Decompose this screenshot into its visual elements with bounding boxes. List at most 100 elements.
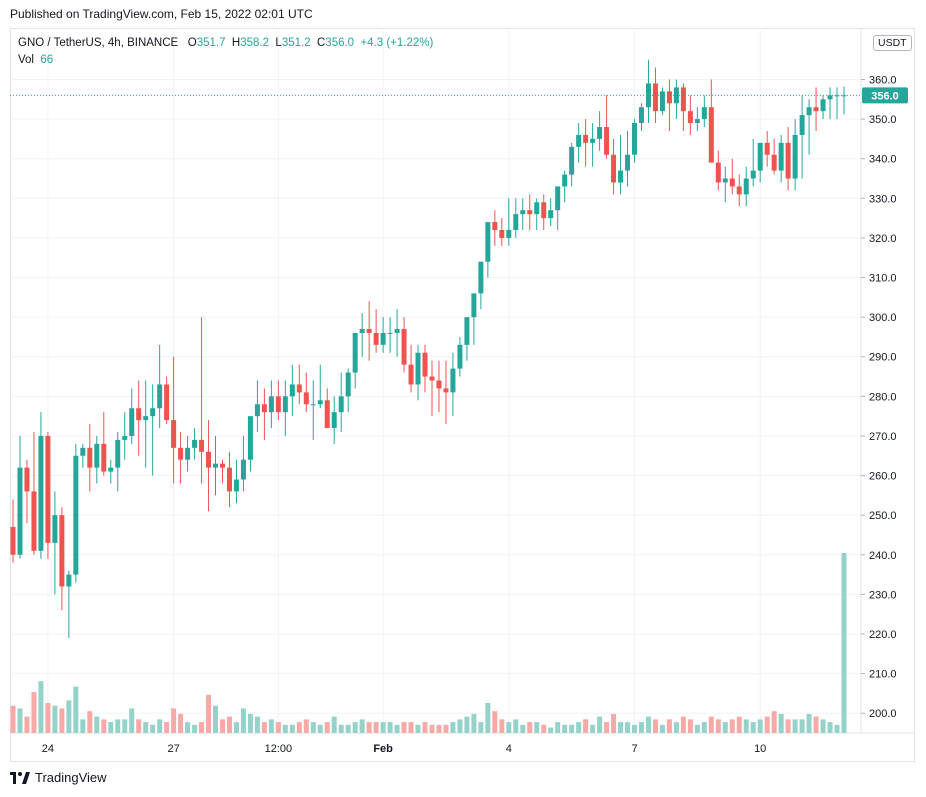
candle-body	[645, 83, 651, 108]
candle	[164, 376, 170, 425]
candle	[59, 507, 65, 611]
candle	[401, 317, 407, 373]
tradingview-logo[interactable]: TradingView	[10, 770, 107, 785]
candle-body	[485, 222, 491, 262]
volume-bar	[240, 708, 246, 733]
y-tick-label: 310.0	[869, 273, 897, 285]
candle-body	[373, 332, 379, 345]
candle	[213, 435, 219, 496]
price-axis: 200.0 210.0 220.0 230.0 240.0 250.0 260.0 270.0…	[861, 74, 897, 720]
candle	[73, 443, 79, 583]
candle	[457, 336, 463, 377]
candle	[611, 138, 617, 195]
candle-body	[129, 408, 135, 436]
volume-bar	[652, 719, 658, 733]
volume-bar	[122, 719, 128, 733]
candle-body	[206, 451, 212, 468]
volume-bar	[534, 722, 540, 733]
candle-body	[282, 396, 288, 413]
candle-body	[513, 214, 519, 230]
candle-body	[590, 138, 596, 143]
candle	[687, 95, 693, 135]
candle-body	[729, 178, 735, 187]
candle	[171, 356, 177, 484]
candle	[10, 499, 16, 563]
volume-bar	[52, 705, 58, 733]
volume-bar	[289, 724, 295, 733]
candle	[45, 431, 51, 559]
brand-name: TradingView	[35, 770, 107, 785]
candle	[632, 119, 638, 163]
candle	[352, 332, 358, 389]
volume-bar	[632, 724, 638, 733]
y-tick-label: 270.0	[869, 431, 897, 443]
candle	[345, 368, 351, 413]
volume-bar	[750, 722, 756, 733]
volume-bar	[331, 716, 337, 733]
volume-bar	[618, 722, 624, 733]
candle-body	[750, 170, 756, 179]
volume-bar	[129, 708, 135, 733]
volume-bar	[352, 722, 358, 733]
volume-bar	[422, 722, 428, 733]
volume-bar	[771, 711, 777, 733]
candle	[240, 435, 246, 492]
candle	[275, 380, 281, 421]
volume-bar	[338, 724, 344, 733]
candle-body	[499, 229, 505, 238]
candle	[233, 459, 239, 504]
candle-body	[171, 420, 177, 448]
candle	[785, 127, 791, 191]
open-value: 351.7	[196, 37, 226, 49]
volume-bar	[38, 681, 44, 733]
candle	[101, 412, 107, 476]
candle	[122, 412, 128, 460]
volume-bar	[108, 722, 114, 733]
candlestick-chart[interactable]: 356.0 200.0 210.0 220.0 230.0 240.0 250.0 260.…	[10, 28, 916, 763]
y-tick-label: 340.0	[869, 154, 897, 166]
candle-body	[541, 202, 547, 219]
volume-bar	[150, 724, 156, 733]
candle-body	[813, 107, 819, 112]
volume-bar	[708, 716, 714, 733]
candle	[618, 134, 624, 195]
volume-bar	[813, 716, 819, 733]
volume-bar	[604, 722, 610, 733]
candle	[150, 384, 156, 476]
volume-bar	[136, 719, 142, 733]
candle-body	[157, 384, 163, 409]
candle-body	[771, 154, 777, 171]
candle	[743, 166, 749, 207]
volume-bar	[541, 724, 547, 733]
candle-body	[820, 99, 826, 112]
candle-body	[708, 107, 714, 163]
candle	[387, 317, 393, 353]
candle	[17, 435, 23, 559]
candle-body	[464, 317, 470, 345]
volume-bar	[506, 722, 512, 733]
last-price-label: 356.0	[871, 90, 899, 102]
candle-body	[638, 107, 644, 124]
candles	[10, 59, 847, 638]
low-value: 351.2	[281, 37, 311, 49]
candle-body	[345, 372, 351, 397]
candle-body	[45, 435, 51, 543]
volume-bar	[464, 716, 470, 733]
candle-body	[31, 491, 37, 551]
volume-bar	[792, 719, 798, 733]
candle-body	[569, 146, 575, 175]
currency-button[interactable]: USDT	[873, 35, 912, 51]
volume-bar	[841, 553, 847, 733]
low-label: L	[275, 37, 282, 49]
candle	[261, 388, 267, 440]
volume-bar	[659, 724, 665, 733]
volume-bar	[471, 713, 477, 733]
candle-body	[604, 127, 610, 155]
candle	[827, 87, 833, 120]
volume-bar	[436, 724, 442, 733]
volume-bar	[192, 724, 198, 733]
candle	[289, 364, 295, 417]
candle	[31, 431, 37, 555]
candle	[764, 130, 770, 167]
